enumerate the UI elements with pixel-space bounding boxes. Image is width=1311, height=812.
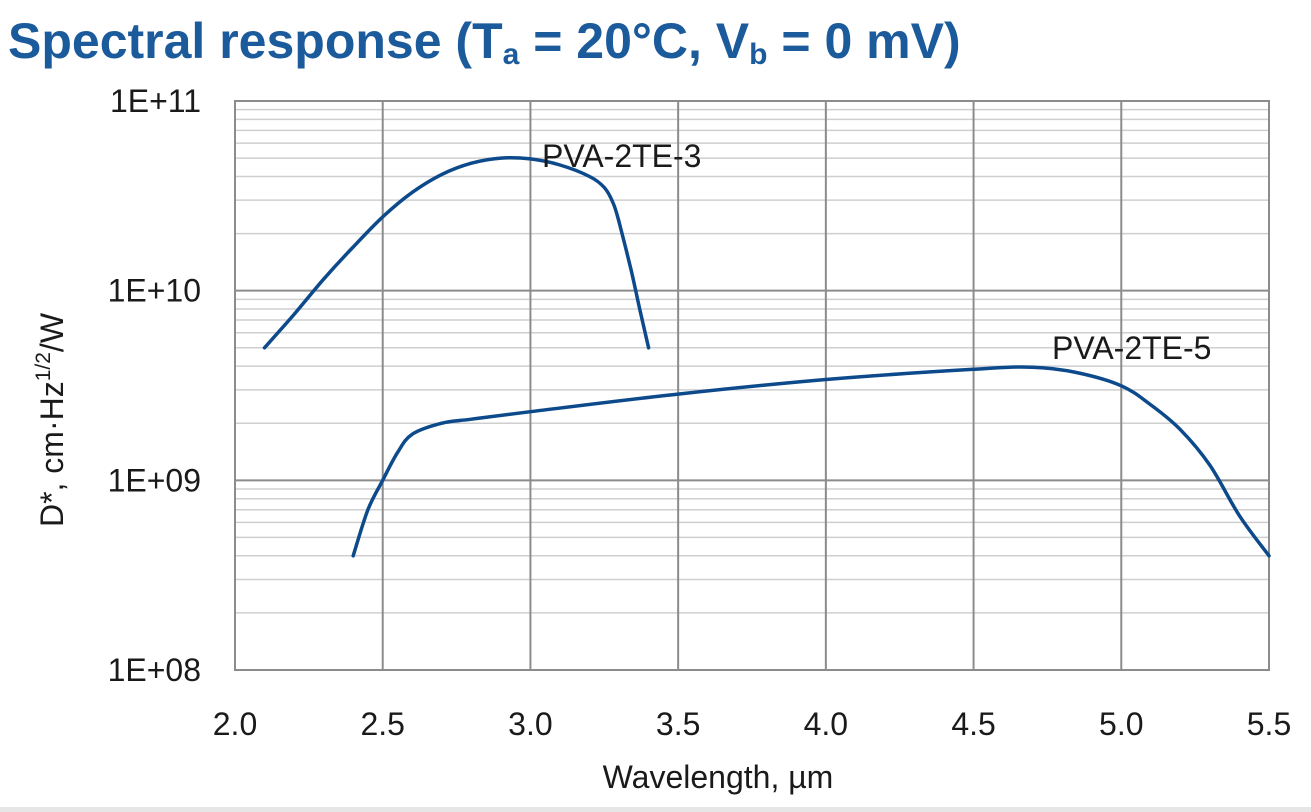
y-tick-label: 1E+09 — [108, 462, 201, 498]
title-middle: = 20°C, V — [519, 13, 750, 69]
series-lines — [262, 156, 1271, 558]
y-axis-tick-labels: 1E+08 1E+09 1E+10 1E+11 — [108, 83, 201, 688]
x-tick-label: 3.0 — [508, 706, 552, 742]
x-tick-label: 3.5 — [656, 706, 700, 742]
y-tick-label: 1E+08 — [108, 652, 201, 688]
chart-title: Spectral response (Ta = 20°C, Vb = 0 mV) — [8, 6, 961, 76]
y-axis-title-main: D*, cm·Hz — [34, 381, 70, 527]
y-axis-title-tail: /W — [34, 312, 70, 352]
title-ta-subscript: a — [502, 38, 520, 71]
x-tick-label: 2.0 — [213, 706, 257, 742]
y-axis-title-superscript: 1/2 — [32, 352, 55, 381]
y-tick-label: 1E+11 — [110, 83, 201, 119]
x-tick-label: 5.0 — [1099, 706, 1143, 742]
plot-area-border — [234, 100, 1270, 671]
x-tick-label: 2.5 — [360, 706, 404, 742]
series-line-pva-2te-3 — [262, 156, 651, 350]
x-axis-title: Wavelength, µm — [603, 759, 834, 795]
x-axis-tick-labels: 2.0 2.5 3.0 3.5 4.0 4.5 5.0 5.5 — [213, 706, 1291, 742]
title-prefix: Spectral response (T — [8, 13, 503, 69]
title-suffix: = 0 mV) — [767, 13, 961, 69]
x-tick-label: 5.5 — [1247, 706, 1291, 742]
series-line-pva-2te-5 — [351, 365, 1271, 558]
y-axis-title: D*, cm·Hz1/2/W — [32, 312, 70, 527]
series-annotations: PVA-2TE-3 PVA-2TE-5 — [542, 138, 1211, 366]
annotation-pva-2te-5: PVA-2TE-5 — [1052, 330, 1211, 366]
title-vb-subscript: b — [749, 38, 768, 71]
annotation-pva-2te-3: PVA-2TE-3 — [542, 138, 701, 174]
x-tick-label: 4.5 — [951, 706, 995, 742]
x-tick-label: 4.0 — [804, 706, 848, 742]
slide-bottom-border — [0, 807, 1311, 812]
y-tick-label: 1E+10 — [108, 273, 201, 309]
